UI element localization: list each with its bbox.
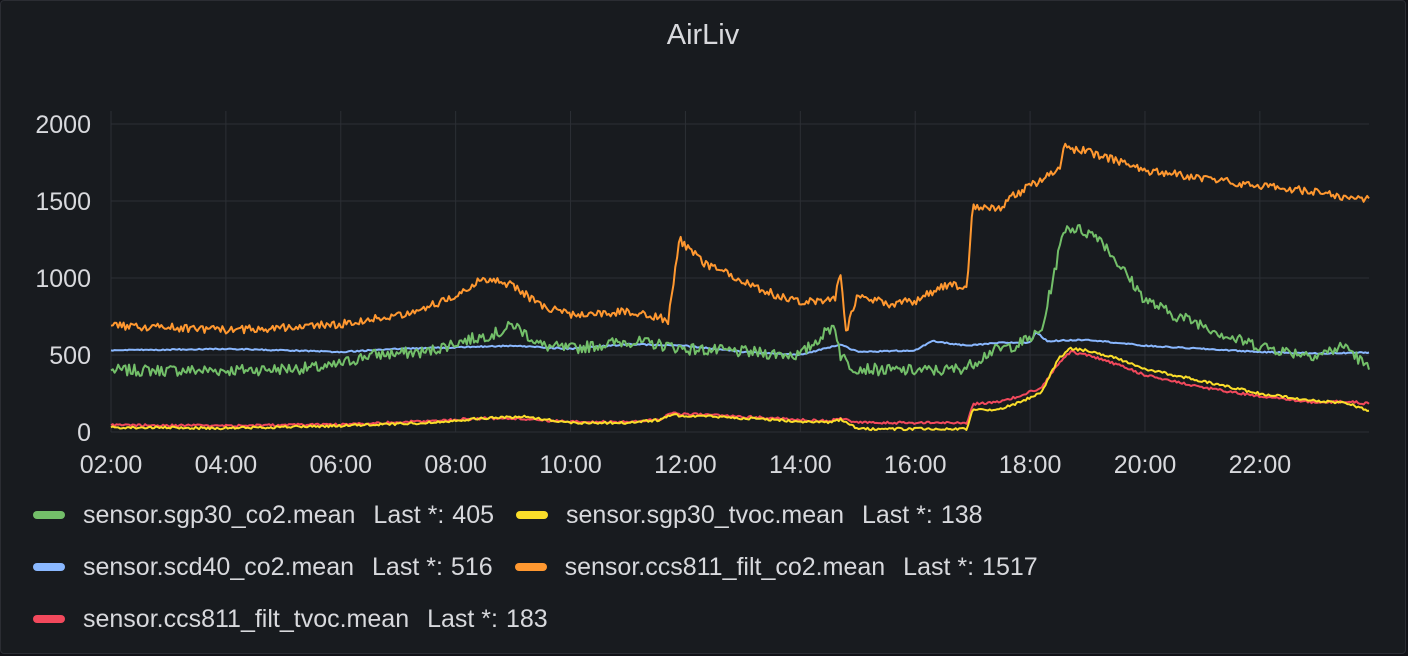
series-swatch bbox=[33, 615, 65, 623]
panel-title: AirLiv bbox=[666, 19, 740, 51]
series-line-yellow bbox=[110, 346, 1370, 432]
legend-series-name: sensor.ccs811_filt_co2.mean bbox=[564, 552, 886, 581]
x-tick-label: 22:00 bbox=[1229, 451, 1292, 479]
legend-last-label: Last *: bbox=[861, 500, 933, 529]
y-tick-label: 500 bbox=[49, 342, 91, 370]
legend-last-value: 138 bbox=[940, 500, 983, 529]
series-swatch bbox=[516, 511, 549, 519]
legend-series-name: sensor.sgp30_co2.mean bbox=[83, 500, 356, 529]
legend-row: sensor.scd40_co2.mean Last *: 516 sensor… bbox=[33, 541, 1385, 593]
x-tick-label: 04:00 bbox=[195, 451, 258, 479]
y-tick-label: 0 bbox=[77, 419, 91, 447]
legend-last-value: 183 bbox=[505, 604, 548, 633]
legend-item-ccs811-co2[interactable]: sensor.ccs811_filt_co2.mean Last *: 1517 bbox=[514, 552, 1038, 582]
legend-row: sensor.ccs811_filt_tvoc.mean Last *: 183 bbox=[33, 593, 1385, 645]
y-tick-label: 2000 bbox=[35, 111, 91, 139]
legend-last-label: Last *: bbox=[903, 552, 975, 581]
series-line-orange bbox=[110, 142, 1370, 335]
legend-last-label: Last *: bbox=[427, 604, 498, 633]
legend-series-name: sensor.scd40_co2.mean bbox=[83, 552, 355, 581]
legend-series-name: sensor.sgp30_tvoc.mean bbox=[566, 500, 844, 529]
legend-last-label: Last *: bbox=[373, 500, 445, 529]
series-swatch bbox=[33, 563, 65, 571]
y-tick-label: 1500 bbox=[35, 188, 91, 216]
legend-last-label: Last *: bbox=[372, 552, 443, 581]
legend-row: sensor.sgp30_co2.mean Last *: 405 sensor… bbox=[33, 489, 1385, 541]
legend-last-value: 516 bbox=[450, 552, 493, 581]
x-tick-label: 12:00 bbox=[654, 451, 717, 479]
x-tick-label: 08:00 bbox=[424, 451, 487, 479]
x-tick-label: 02:00 bbox=[80, 451, 143, 479]
legend-last-value: 405 bbox=[452, 500, 495, 529]
y-tick-label: 1000 bbox=[35, 265, 91, 293]
x-tick-label: 14:00 bbox=[769, 451, 832, 479]
legend-last-value: 1517 bbox=[982, 552, 1038, 581]
legend-item-ccs811-tvoc[interactable]: sensor.ccs811_filt_tvoc.mean Last *: 183 bbox=[33, 605, 548, 634]
x-tick-label: 16:00 bbox=[884, 451, 947, 479]
x-tick-label: 20:00 bbox=[1114, 451, 1177, 479]
series-line-green bbox=[110, 224, 1370, 377]
legend-item-scd40-co2[interactable]: sensor.scd40_co2.mean Last *: 516 bbox=[33, 553, 493, 582]
legend-series-name: sensor.ccs811_filt_tvoc.mean bbox=[83, 604, 410, 633]
legend: sensor.sgp30_co2.mean Last *: 405 sensor… bbox=[33, 489, 1385, 645]
legend-item-sgp30-co2[interactable]: sensor.sgp30_co2.mean Last *: 405 bbox=[33, 501, 494, 530]
x-tick-label: 18:00 bbox=[999, 451, 1062, 479]
legend-item-sgp30-tvoc[interactable]: sensor.sgp30_tvoc.mean Last *: 138 bbox=[516, 501, 983, 530]
series-swatch bbox=[33, 511, 65, 519]
series-swatch bbox=[514, 563, 547, 571]
x-tick-label: 06:00 bbox=[309, 451, 372, 479]
x-tick-label: 10:00 bbox=[539, 451, 602, 479]
time-series-chart[interactable]: 0 500 1000 1500 2000 02:00 04:00 06:00 08:00 10:0… bbox=[1, 1, 1407, 491]
series-line-red bbox=[110, 350, 1370, 428]
